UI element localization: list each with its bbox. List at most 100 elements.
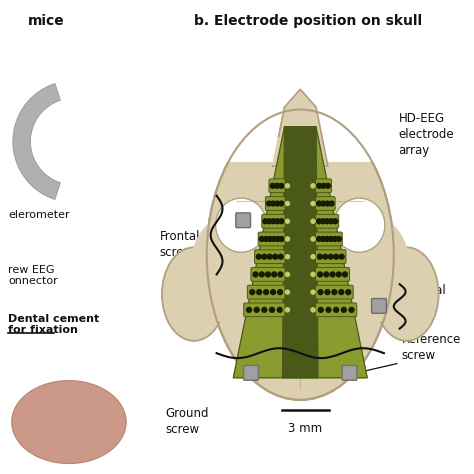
Circle shape — [329, 271, 336, 278]
Circle shape — [255, 254, 262, 260]
Polygon shape — [202, 78, 399, 161]
Circle shape — [310, 272, 316, 277]
Circle shape — [277, 271, 283, 278]
Text: Ground
screw: Ground screw — [165, 407, 209, 436]
Circle shape — [285, 254, 290, 259]
FancyBboxPatch shape — [316, 179, 331, 193]
Circle shape — [325, 182, 331, 189]
Circle shape — [271, 271, 277, 278]
Text: Frontal
screw: Frontal screw — [159, 230, 200, 259]
Circle shape — [316, 236, 322, 242]
Ellipse shape — [216, 198, 267, 252]
Circle shape — [272, 254, 278, 260]
Circle shape — [285, 236, 290, 242]
Circle shape — [261, 254, 267, 260]
Polygon shape — [273, 89, 328, 166]
Circle shape — [318, 307, 324, 313]
Circle shape — [274, 236, 281, 242]
Circle shape — [274, 218, 281, 224]
FancyBboxPatch shape — [251, 267, 285, 281]
Ellipse shape — [207, 109, 394, 400]
Text: rew EEG
onnector: rew EEG onnector — [8, 264, 58, 286]
Circle shape — [338, 289, 345, 295]
Circle shape — [252, 271, 259, 278]
Circle shape — [265, 271, 271, 278]
Circle shape — [274, 182, 280, 189]
Text: Reference
screw: Reference screw — [401, 334, 461, 363]
FancyBboxPatch shape — [316, 285, 353, 299]
Circle shape — [258, 236, 265, 242]
Circle shape — [332, 236, 338, 242]
Circle shape — [263, 289, 269, 295]
Text: b. Electrode position on skull: b. Electrode position on skull — [194, 14, 422, 27]
Circle shape — [328, 254, 334, 260]
Polygon shape — [13, 83, 61, 200]
FancyBboxPatch shape — [265, 197, 285, 210]
Circle shape — [320, 182, 327, 189]
Circle shape — [342, 271, 348, 278]
FancyBboxPatch shape — [247, 285, 285, 299]
Circle shape — [310, 219, 316, 224]
Circle shape — [324, 201, 330, 207]
Circle shape — [320, 201, 327, 207]
Circle shape — [328, 218, 334, 224]
Text: Dental cement
for fixation: Dental cement for fixation — [8, 314, 99, 336]
Circle shape — [336, 271, 342, 278]
Circle shape — [348, 307, 355, 313]
Circle shape — [276, 307, 283, 313]
Polygon shape — [12, 381, 126, 464]
Circle shape — [325, 307, 332, 313]
Circle shape — [274, 201, 281, 207]
Text: elerometer: elerometer — [8, 210, 70, 220]
Circle shape — [317, 254, 323, 260]
FancyBboxPatch shape — [269, 179, 285, 193]
FancyBboxPatch shape — [316, 214, 339, 228]
Circle shape — [320, 218, 326, 224]
Circle shape — [266, 236, 273, 242]
Ellipse shape — [334, 198, 385, 252]
Text: HD-EEG
electrode
array: HD-EEG electrode array — [399, 112, 454, 157]
FancyBboxPatch shape — [316, 232, 342, 246]
Circle shape — [254, 307, 260, 313]
Circle shape — [310, 289, 316, 295]
Text: Parietal
screw: Parietal screw — [401, 284, 447, 313]
Circle shape — [278, 254, 284, 260]
Polygon shape — [283, 127, 318, 378]
Circle shape — [278, 201, 284, 207]
Circle shape — [332, 218, 338, 224]
Circle shape — [324, 236, 330, 242]
Circle shape — [278, 182, 284, 189]
Circle shape — [328, 201, 335, 207]
Ellipse shape — [190, 215, 269, 324]
Circle shape — [278, 218, 285, 224]
Circle shape — [338, 254, 345, 260]
Circle shape — [266, 218, 273, 224]
Circle shape — [261, 307, 267, 313]
Circle shape — [322, 254, 328, 260]
Circle shape — [270, 201, 276, 207]
FancyBboxPatch shape — [372, 299, 386, 313]
Circle shape — [333, 254, 339, 260]
Circle shape — [262, 218, 268, 224]
Circle shape — [331, 289, 337, 295]
Polygon shape — [233, 127, 367, 378]
Circle shape — [345, 289, 351, 295]
Circle shape — [259, 271, 265, 278]
Ellipse shape — [374, 247, 438, 341]
Circle shape — [323, 271, 329, 278]
Circle shape — [316, 182, 322, 189]
Circle shape — [285, 307, 290, 313]
Circle shape — [263, 236, 269, 242]
Circle shape — [277, 289, 283, 295]
Circle shape — [270, 289, 276, 295]
Circle shape — [267, 254, 273, 260]
FancyBboxPatch shape — [236, 213, 251, 228]
Text: 3 mm: 3 mm — [288, 422, 322, 435]
Circle shape — [310, 183, 316, 189]
Circle shape — [310, 201, 316, 206]
FancyBboxPatch shape — [316, 267, 349, 281]
Circle shape — [317, 289, 324, 295]
Circle shape — [270, 218, 276, 224]
FancyBboxPatch shape — [316, 250, 346, 264]
Circle shape — [316, 201, 322, 207]
